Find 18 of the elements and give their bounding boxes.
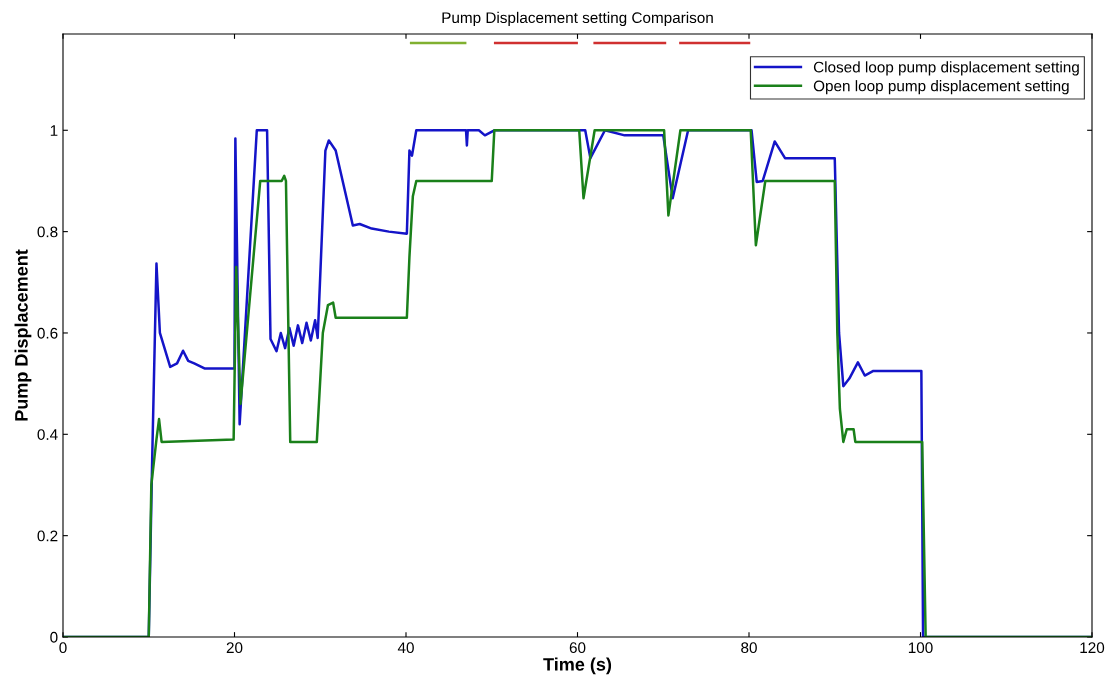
y-tick-label: 0.6 — [37, 327, 58, 339]
y-tick-label: 0.4 — [37, 429, 58, 440]
y-tick-label: 1 — [50, 125, 58, 136]
legend-label: Closed loop pump displacement setting — [813, 61, 1079, 76]
x-tick-label: 120 — [1080, 642, 1105, 654]
x-tick-label: 80 — [741, 642, 757, 654]
x-tick-label: 60 — [569, 642, 586, 654]
x-tick-label: 100 — [908, 642, 933, 654]
y-axis-title: Pump Displacement — [14, 249, 32, 421]
x-tick-label: 20 — [226, 642, 243, 654]
y-tick-label: 0 — [50, 631, 58, 643]
y-tick-label: 0.2 — [37, 530, 58, 542]
x-tick-label: 40 — [397, 642, 414, 654]
y-tick-label: 0.8 — [37, 226, 58, 238]
legend-label: Open loop pump displacement setting — [813, 80, 1069, 95]
x-axis-title: Time (s) — [543, 657, 612, 675]
chart-title: Pump Displacement setting Comparison — [442, 11, 713, 27]
x-tick-label: 0 — [59, 642, 67, 654]
